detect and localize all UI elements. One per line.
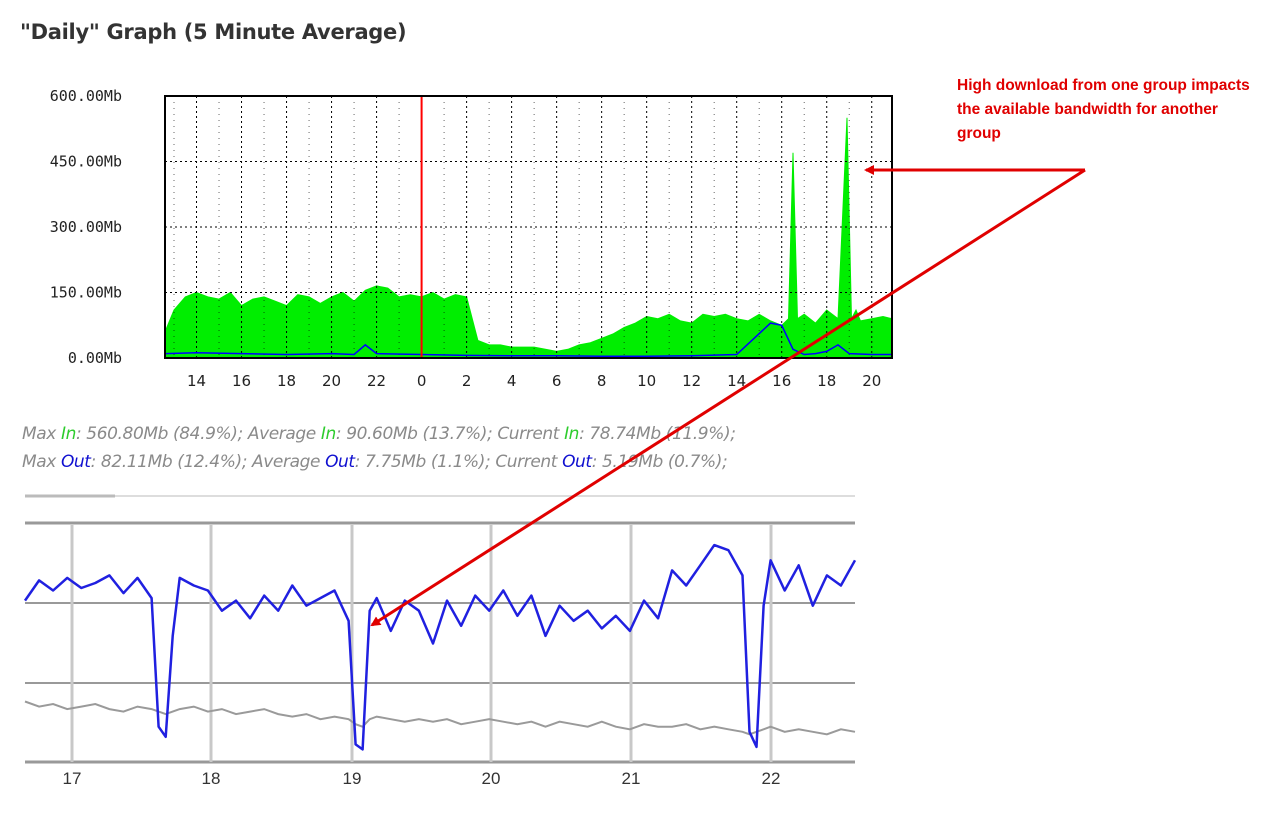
- y-tick-label: 300.00Mb: [50, 218, 122, 236]
- x-tick-label: 18: [817, 372, 836, 390]
- stats-max-out-prefix: Max: [22, 452, 61, 472]
- annotation-text: High download from one group impacts the…: [957, 77, 1250, 142]
- x-tick-label: 22: [367, 372, 386, 390]
- stats-cur-out-label: Out: [562, 452, 592, 472]
- x-tick-label: 17: [63, 769, 82, 788]
- stats-max-in-prefix: Max: [22, 424, 61, 444]
- x-tick-label: 8: [597, 372, 607, 390]
- stats-cur-out-value: : 5.19Mb (0.7%);: [591, 452, 728, 472]
- x-tick-label: 20: [862, 372, 881, 390]
- stats-max-in-value: : 560.80Mb (84.9%);: [75, 424, 248, 444]
- x-tick-label: 10: [637, 372, 656, 390]
- y-tick-label: 150.00Mb: [50, 284, 122, 302]
- x-tick-label: 18: [277, 372, 296, 390]
- stats-avg-out-prefix: Average: [252, 452, 326, 472]
- stats-max-out-value: : 82.11Mb (12.4%);: [90, 452, 253, 472]
- x-tick-label: 12: [682, 372, 701, 390]
- stats-avg-in-prefix: Average: [247, 424, 321, 444]
- x-tick-label: 14: [727, 372, 746, 390]
- stats-in-line: Max In: 560.80Mb (84.9%); Average In: 90…: [22, 424, 736, 444]
- x-tick-label: 0: [417, 372, 427, 390]
- x-tick-label: 20: [482, 769, 501, 788]
- stats-cur-in-label: In: [564, 424, 580, 444]
- daily-traffic-chart: 600.00Mb 450.00Mb 300.00Mb 150.00Mb 0.00Mb 14…: [50, 87, 893, 390]
- series-grey-line: [24, 700, 856, 736]
- page-title: "Daily" Graph (5 Minute Average): [20, 20, 407, 44]
- y-tick-label: 450.00Mb: [50, 153, 122, 171]
- stats-avg-in-value: : 90.60Mb (13.7%);: [335, 424, 498, 444]
- stats-cur-in-prefix: Current: [497, 424, 565, 444]
- y-tick-label: 0.00Mb: [68, 349, 122, 367]
- x-tick-label: 20: [322, 372, 341, 390]
- stats-avg-in-label: In: [320, 424, 336, 444]
- stats-cur-in-value: : 78.74Mb (11.9%);: [579, 424, 736, 444]
- stats-avg-out-label: Out: [325, 452, 355, 472]
- x-tick-label: 16: [232, 372, 251, 390]
- stats-max-out-label: Out: [60, 452, 91, 472]
- stats-cur-out-prefix: Current: [495, 452, 563, 472]
- series-blue-line: [23, 543, 857, 751]
- x-tick-label: 21: [622, 769, 641, 788]
- x-tick-label: 4: [507, 372, 517, 390]
- x-tick-label: 19: [343, 769, 362, 788]
- x-tick-label: 18: [202, 769, 221, 788]
- x-tick-label: 22: [762, 769, 781, 788]
- x-tick-label: 2: [462, 372, 472, 390]
- stats-max-in-label: In: [60, 424, 76, 444]
- stats-out-line: Max Out: 82.11Mb (12.4%); Average Out: 7…: [22, 452, 728, 472]
- stats-avg-out-value: : 7.75Mb (1.1%);: [354, 452, 496, 472]
- x-tick-label: 6: [552, 372, 562, 390]
- x-tick-label: 16: [772, 372, 791, 390]
- y-tick-label: 600.00Mb: [50, 87, 122, 105]
- x-tick-label: 14: [187, 372, 206, 390]
